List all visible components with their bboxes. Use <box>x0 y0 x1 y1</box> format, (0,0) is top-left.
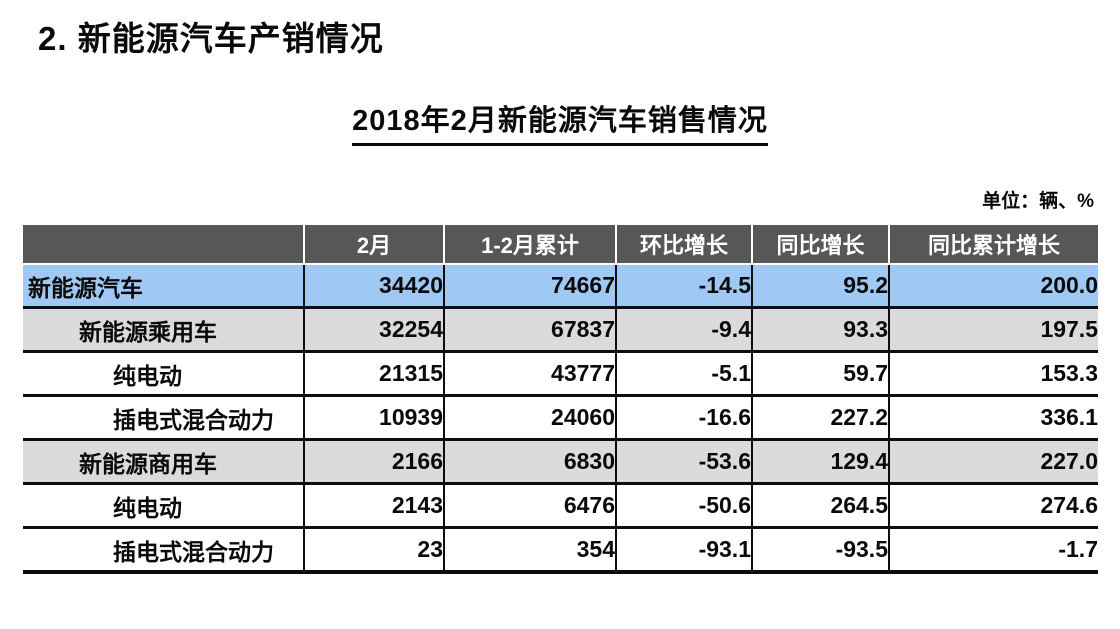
sales-table: 2月 1-2月累计 环比增长 同比增长 同比累计增长 新能源汽车 34420 74667 -1… <box>23 225 1098 574</box>
column-header: 同比累计增长 <box>890 225 1098 265</box>
value-cell: -93.1 <box>617 529 753 574</box>
table-body: 新能源汽车 34420 74667 -14.5 95.2 200.0 新能源乘用车 32254… <box>23 265 1098 574</box>
unit-label: 单位：辆、% <box>982 191 1094 212</box>
column-header: 同比增长 <box>753 225 890 265</box>
page-title: 2. 新能源汽车产销情况 <box>38 20 384 57</box>
value-cell: 2143 <box>305 485 445 529</box>
value-cell: 274.6 <box>890 485 1098 529</box>
value-cell: 67837 <box>445 309 617 353</box>
value-cell: 227.2 <box>753 397 890 441</box>
table-row: 新能源乘用车 32254 67837 -9.4 93.3 197.5 <box>23 309 1098 353</box>
row-label: 新能源汽车 <box>23 265 305 309</box>
value-cell: 153.3 <box>890 353 1098 397</box>
table-row: 插电式混合动力 10939 24060 -16.6 227.2 336.1 <box>23 397 1098 441</box>
table-row: 新能源商用车 2166 6830 -53.6 129.4 227.0 <box>23 441 1098 485</box>
value-cell: 200.0 <box>890 265 1098 309</box>
value-cell: -53.6 <box>617 441 753 485</box>
value-cell: 227.0 <box>890 441 1098 485</box>
row-label: 插电式混合动力 <box>23 397 305 441</box>
value-cell: 59.7 <box>753 353 890 397</box>
row-label: 纯电动 <box>23 485 305 529</box>
value-cell: 354 <box>445 529 617 574</box>
table-row: 插电式混合动力 23 354 -93.1 -93.5 -1.7 <box>23 529 1098 574</box>
value-cell: -14.5 <box>617 265 753 309</box>
value-cell: 197.5 <box>890 309 1098 353</box>
value-cell: 264.5 <box>753 485 890 529</box>
value-cell: 43777 <box>445 353 617 397</box>
value-cell: 21315 <box>305 353 445 397</box>
value-cell: 336.1 <box>890 397 1098 441</box>
table-row: 纯电动 2143 6476 -50.6 264.5 274.6 <box>23 485 1098 529</box>
column-header <box>23 225 305 265</box>
value-cell: 24060 <box>445 397 617 441</box>
table-title: 2018年2月新能源汽车销售情况 <box>352 97 768 146</box>
value-cell: 23 <box>305 529 445 574</box>
value-cell: 6830 <box>445 441 617 485</box>
value-cell: 32254 <box>305 309 445 353</box>
value-cell: -93.5 <box>753 529 890 574</box>
value-cell: 74667 <box>445 265 617 309</box>
row-label: 新能源乘用车 <box>23 309 305 353</box>
table-row: 新能源汽车 34420 74667 -14.5 95.2 200.0 <box>23 265 1098 309</box>
value-cell: 2166 <box>305 441 445 485</box>
value-cell: -9.4 <box>617 309 753 353</box>
value-cell: -50.6 <box>617 485 753 529</box>
value-cell: 93.3 <box>753 309 890 353</box>
value-cell: 10939 <box>305 397 445 441</box>
table-row: 纯电动 21315 43777 -5.1 59.7 153.3 <box>23 353 1098 397</box>
value-cell: -5.1 <box>617 353 753 397</box>
value-cell: -16.6 <box>617 397 753 441</box>
column-header: 2月 <box>305 225 445 265</box>
subtitle-container: 2018年2月新能源汽车销售情况 <box>0 97 1120 146</box>
value-cell: 95.2 <box>753 265 890 309</box>
column-header: 1-2月累计 <box>445 225 617 265</box>
value-cell: 6476 <box>445 485 617 529</box>
row-label: 新能源商用车 <box>23 441 305 485</box>
value-cell: -1.7 <box>890 529 1098 574</box>
column-header: 环比增长 <box>617 225 753 265</box>
row-label: 插电式混合动力 <box>23 529 305 574</box>
table-header-row: 2月 1-2月累计 环比增长 同比增长 同比累计增长 <box>23 225 1098 265</box>
row-label: 纯电动 <box>23 353 305 397</box>
value-cell: 34420 <box>305 265 445 309</box>
value-cell: 129.4 <box>753 441 890 485</box>
